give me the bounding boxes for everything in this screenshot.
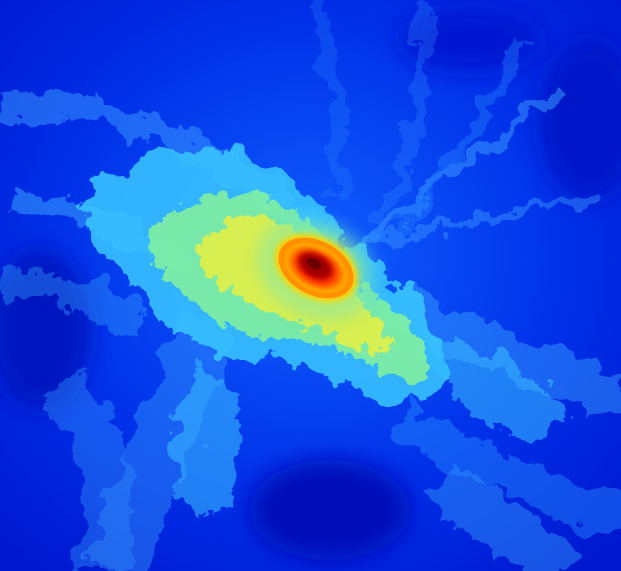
dense-core — [274, 234, 358, 302]
